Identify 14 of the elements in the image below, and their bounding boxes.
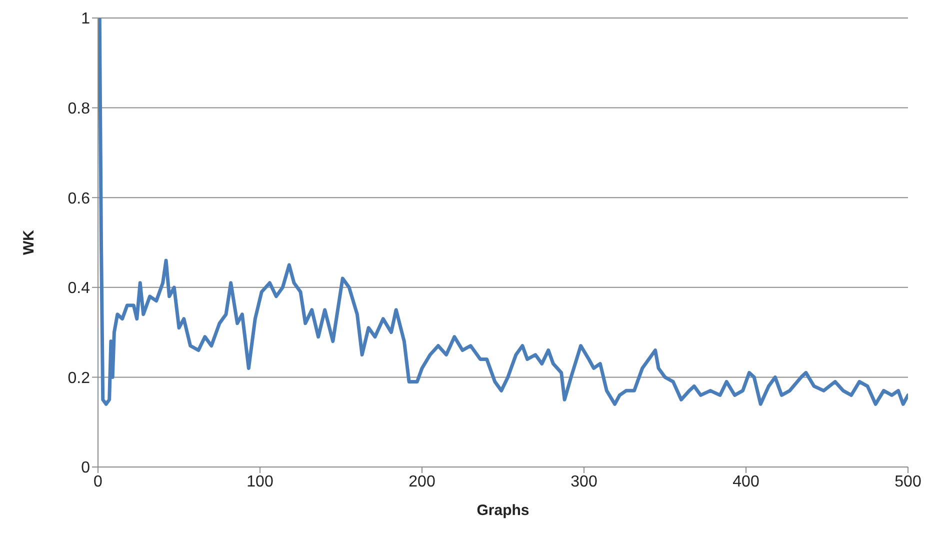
y-tick-label: 1 xyxy=(81,10,90,28)
y-tick-label: 0.4 xyxy=(68,280,90,298)
x-tick-label: 300 xyxy=(570,473,598,490)
y-tick-label: 0.6 xyxy=(68,190,90,208)
x-tick-label: 200 xyxy=(408,473,436,490)
y-axis-title: WK xyxy=(20,230,38,255)
x-tick-label: 0 xyxy=(94,473,103,490)
y-tick-label: 0.8 xyxy=(68,100,90,118)
x-tick-label: 500 xyxy=(894,473,922,490)
x-tick-label: 400 xyxy=(732,473,760,490)
x-axis-title: Graphs xyxy=(476,502,530,519)
y-tick-label: 0 xyxy=(81,460,90,477)
x-tick-label: 100 xyxy=(246,473,274,490)
y-tick-label: 0.2 xyxy=(68,370,90,387)
